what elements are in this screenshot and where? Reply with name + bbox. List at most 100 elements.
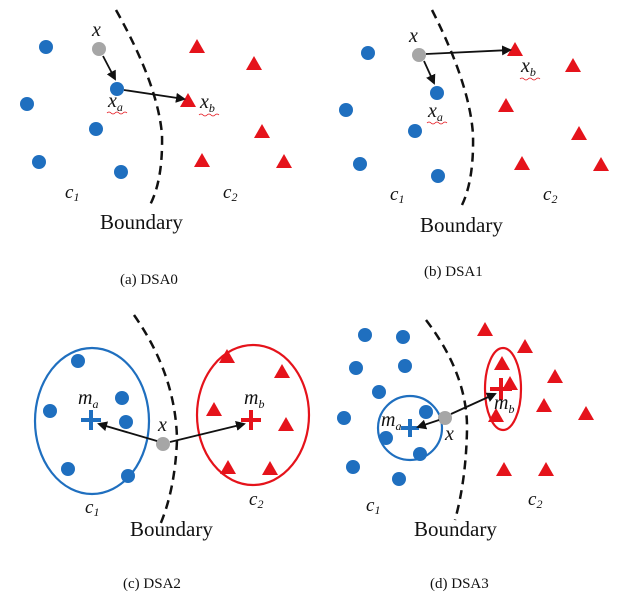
blue-point xyxy=(379,431,393,445)
blue-point xyxy=(32,155,46,169)
query-point-x xyxy=(412,48,426,62)
spellcheck-underline xyxy=(106,111,128,115)
label-x: x xyxy=(444,423,454,445)
blue-point xyxy=(61,462,75,476)
panel-dsa1: x xa xb c1 c2 Boundary (b) DSA1 xyxy=(339,9,609,280)
centroid-ma-plus-icon xyxy=(401,419,419,437)
red-triangle xyxy=(220,460,236,474)
label-c2: c2 xyxy=(543,184,557,206)
label-mb: mb xyxy=(494,392,514,416)
panel-dsa2: ma mb x c1 c2 Boundary (c) DSA2 xyxy=(33,314,311,592)
arrow-x-to-xa xyxy=(102,55,116,81)
label-c1: c1 xyxy=(65,182,79,204)
blue-point xyxy=(358,328,372,342)
decision-boundary xyxy=(114,9,164,206)
xb-point xyxy=(507,42,523,56)
blue-point xyxy=(71,354,85,368)
boundary-label: Boundary xyxy=(420,213,503,237)
red-triangle xyxy=(488,408,504,422)
red-triangle xyxy=(571,126,587,140)
boundary-label: Boundary xyxy=(414,517,497,541)
class-c2-points xyxy=(206,349,294,475)
label-x: x xyxy=(408,25,418,47)
red-triangle xyxy=(593,157,609,171)
blue-point xyxy=(353,157,367,171)
arrow-x-to-mb xyxy=(450,392,497,415)
label-c1: c1 xyxy=(390,184,404,206)
red-triangle xyxy=(274,364,290,378)
red-triangle xyxy=(276,154,292,168)
red-triangle xyxy=(496,462,512,476)
label-c2: c2 xyxy=(249,489,263,511)
arrow-x-to-ma xyxy=(416,419,440,430)
class-c1-points xyxy=(339,46,445,183)
label-c2: c2 xyxy=(528,489,542,511)
cluster-ellipse-c1 xyxy=(376,394,444,462)
blue-point xyxy=(119,415,133,429)
decision-boundary xyxy=(425,319,469,521)
caption: (d) DSA3 xyxy=(430,576,489,592)
red-triangle xyxy=(498,98,514,112)
red-triangle xyxy=(477,322,493,336)
label-xa: xa xyxy=(107,90,123,114)
class-c2-points xyxy=(498,42,609,171)
cluster-ellipse-c2 xyxy=(483,346,523,432)
red-triangle xyxy=(547,369,563,383)
blue-point xyxy=(361,46,375,60)
arrow-x-to-ma xyxy=(97,421,158,442)
blue-point xyxy=(419,405,433,419)
blue-point xyxy=(372,385,386,399)
spellcheck-underline xyxy=(198,113,220,117)
boundary-label: Boundary xyxy=(130,517,213,541)
red-triangle xyxy=(514,156,530,170)
cluster-ellipse-c1 xyxy=(33,346,151,496)
blue-point xyxy=(346,460,360,474)
label-x: x xyxy=(91,19,101,41)
decision-boundary xyxy=(132,314,179,526)
xa-point xyxy=(110,82,124,96)
blue-point xyxy=(339,103,353,117)
blue-point xyxy=(396,330,410,344)
class-c2-points xyxy=(477,322,594,476)
class-c2-points xyxy=(180,39,292,168)
red-triangle xyxy=(536,398,552,412)
red-triangle xyxy=(254,124,270,138)
arrow-x-to-mb xyxy=(169,421,246,443)
panel-dsa0: x xa xb c1 c2 Boundary (a) DSA0 xyxy=(20,9,292,288)
cluster-ellipse-c2 xyxy=(195,343,311,487)
label-xb: xb xyxy=(199,91,215,115)
query-point-x xyxy=(156,437,170,451)
red-triangle xyxy=(219,349,235,363)
red-triangle xyxy=(278,417,294,431)
red-triangle xyxy=(194,153,210,167)
red-triangle xyxy=(494,356,510,370)
class-c1-points xyxy=(337,328,433,486)
blue-point xyxy=(114,165,128,179)
blue-point xyxy=(349,361,363,375)
centroid-mb-plus-icon xyxy=(490,378,512,400)
arrow-xa-to-xb xyxy=(123,89,186,103)
label-xa: xa xyxy=(427,100,443,124)
blue-point xyxy=(20,97,34,111)
blue-point xyxy=(121,469,135,483)
query-point-x xyxy=(92,42,106,56)
caption: (b) DSA1 xyxy=(424,264,483,280)
label-c2: c2 xyxy=(223,182,237,204)
xb-point xyxy=(180,93,196,107)
class-c1-points xyxy=(43,354,135,483)
arrow-x-to-xa xyxy=(423,60,436,85)
red-triangle xyxy=(538,462,554,476)
red-triangle xyxy=(206,402,222,416)
label-mb: mb xyxy=(244,387,264,411)
blue-point xyxy=(89,122,103,136)
red-triangle xyxy=(246,56,262,70)
blue-point xyxy=(337,411,351,425)
boundary-label: Boundary xyxy=(100,210,183,234)
label-c1: c1 xyxy=(85,497,99,519)
red-triangle xyxy=(578,406,594,420)
red-triangle xyxy=(262,461,278,475)
red-triangle xyxy=(565,58,581,72)
red-triangle xyxy=(502,376,518,390)
arrow-x-to-xb xyxy=(425,45,512,56)
